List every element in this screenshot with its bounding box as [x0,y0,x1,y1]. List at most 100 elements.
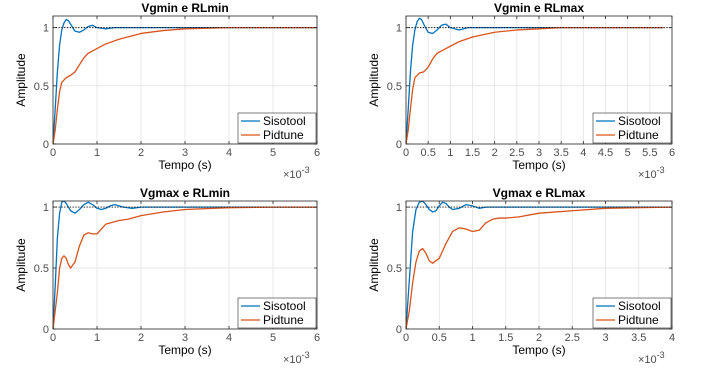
x-tick-label: 5 [270,332,276,344]
x-tick-label: 6 [669,147,675,159]
series-line-sisotool [53,201,317,329]
y-tick-label: 0 [43,324,49,336]
legend-box [592,112,672,144]
x-exponent-power: -3 [657,165,665,175]
x-tick-label: 2.5 [565,332,580,344]
x-exponent-label: ×10-3 [638,350,665,366]
x-tick-label: 6 [314,332,320,344]
series-line-pidtune [406,26,664,144]
x-tick-label: 1 [469,332,475,344]
x-tick-label: 0.5 [421,147,436,159]
y-tick-label: 1 [43,202,49,214]
legend-label: Sisotool [263,114,306,128]
chart-title: Vgmin e RLmax [494,1,584,15]
x-exponent-label: ×10-3 [638,165,665,181]
x-exponent-base: ×10 [283,169,302,181]
x-tick-label: 0 [50,147,56,159]
x-tick-label: 4 [226,332,232,344]
x-tick-label: 2.5 [509,147,524,159]
chart-panel-2: 0 0.5 1 1.5 2 2.5 3 3.5 4 4.5 5 5.5 6 0 0.5 1 Vgmin e RL… [367,1,675,181]
chart-title: Vgmax e RLmin [140,186,230,200]
x-tick-label: 3 [182,332,188,344]
x-axis-label: Tempo (s) [158,343,211,357]
series-line-pidtune [53,26,317,144]
chart-panel-3: 0 1 2 3 4 5 6 0 0.5 1 Vgmax e RLmin Tempo (s) Amplit… [14,186,320,366]
y-tick-label: 0.5 [34,263,49,275]
series-group [406,17,672,144]
x-tick-label: 0 [403,332,409,344]
legend-box [592,297,672,329]
x-axis-label: Tempo (s) [512,158,565,172]
x-tick-label: 1 [447,147,453,159]
series-group [53,18,317,144]
legend-label: Sisotool [618,299,661,313]
x-exponent-label: ×10-3 [283,165,310,181]
y-tick-label: 0.5 [34,81,49,93]
x-axis-label: Tempo (s) [158,158,211,172]
y-tick-label: 0 [396,324,402,336]
x-tick-label: 1 [94,332,100,344]
x-tick-label: 5 [270,147,276,159]
y-tick-label: 0.5 [387,263,402,275]
legend-label: Pidtune [618,313,659,327]
y-tick-label: 0 [396,139,402,151]
y-tick-label: 1 [396,202,402,214]
legend-label: Pidtune [263,128,304,142]
x-exponent-power: -3 [302,165,310,175]
y-axis-label: Amplitude [14,238,28,292]
x-axis-label: Tempo (s) [512,343,565,357]
x-tick-label: 6 [314,147,320,159]
series-line-pidtune [406,206,672,329]
x-tick-label: 2 [138,332,144,344]
x-tick-label: 4.5 [598,147,613,159]
y-axis-label: Amplitude [367,53,381,107]
x-tick-label: 2 [138,147,144,159]
x-tick-label: 5 [625,147,631,159]
x-tick-label: 0 [50,332,56,344]
series-group [53,201,317,329]
x-tick-label: 2 [536,332,542,344]
x-tick-label: 4 [226,147,232,159]
series-line-pidtune [53,206,317,329]
legend-label: Sisotool [618,114,661,128]
y-axis-label: Amplitude [367,238,381,292]
chart-title: Vgmax e RLmax [493,186,586,200]
x-tick-label: 3 [182,147,188,159]
x-tick-label: 2 [492,147,498,159]
x-exponent-power: -3 [302,350,310,360]
x-tick-label: 3.5 [554,147,569,159]
legend-label: Sisotool [263,299,306,313]
x-tick-label: 4 [580,147,586,159]
x-tick-label: 3 [536,147,542,159]
x-tick-label: 5.5 [642,147,657,159]
x-tick-label: 1.5 [465,147,480,159]
x-tick-label: 1.5 [498,332,513,344]
x-exponent-base: ×10 [638,354,657,366]
x-tick-label: 1 [94,147,100,159]
x-exponent-label: ×10-3 [283,350,310,366]
chart-panel-1: 0 1 2 3 4 5 6 0 0.5 1 Vgmin e RLmin Tempo (s) Amplit… [14,1,320,181]
legend-box [237,112,317,144]
x-exponent-base: ×10 [283,354,302,366]
chart-title: Vgmin e RLmin [141,1,228,15]
x-tick-label: 0 [403,147,409,159]
x-exponent-base: ×10 [638,169,657,181]
x-tick-label: 3.5 [631,332,646,344]
legend-box [237,297,317,329]
legend-label: Pidtune [263,313,304,327]
y-tick-label: 1 [396,23,402,35]
legend-label: Pidtune [618,128,659,142]
x-tick-label: 3 [602,332,608,344]
series-line-sisotool [53,18,317,144]
y-tick-label: 0 [43,139,49,151]
series-group [406,201,672,329]
x-tick-label: 4 [669,332,675,344]
x-exponent-power: -3 [657,350,665,360]
y-tick-label: 0.5 [387,81,402,93]
x-tick-label: 0.5 [432,332,447,344]
